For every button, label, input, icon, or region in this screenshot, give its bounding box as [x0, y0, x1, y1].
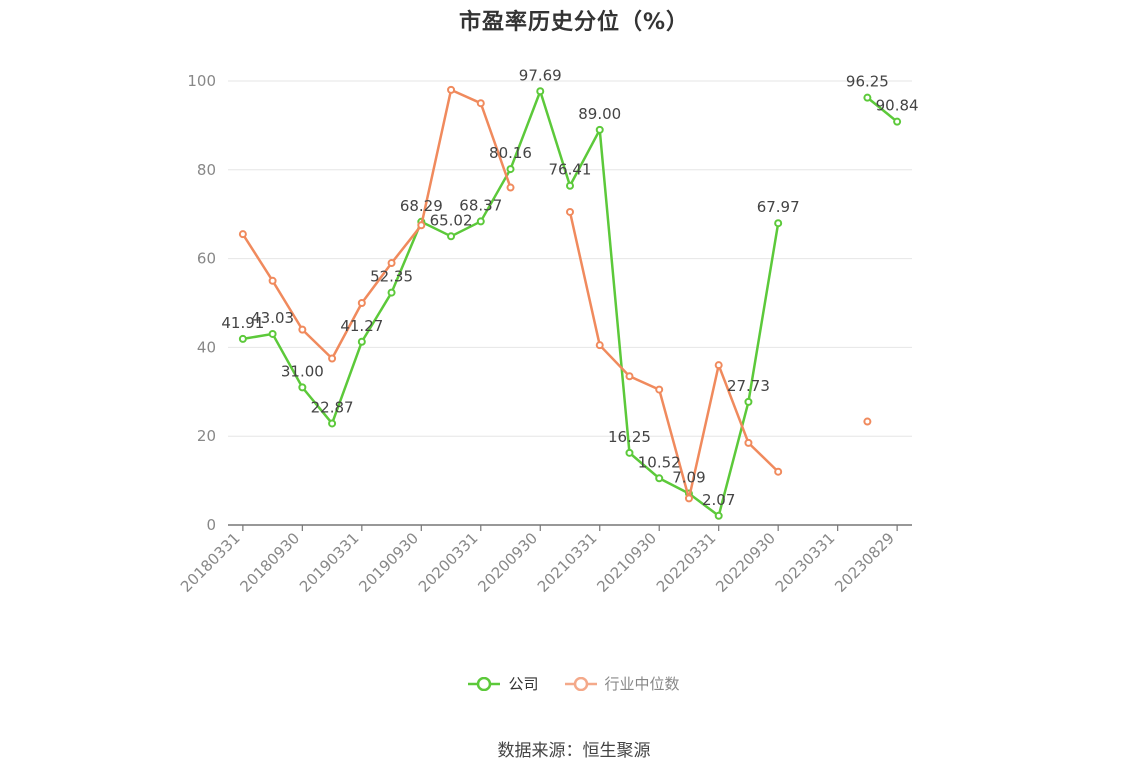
industry-point — [744, 438, 753, 447]
legend-company-icon — [468, 676, 501, 691]
industry-point — [714, 361, 723, 370]
company-data-label: 90.84 — [876, 97, 919, 115]
company-data-label: 97.69 — [519, 66, 562, 84]
y-tick-label: 40 — [197, 338, 216, 356]
x-tick-label: 20200930 — [474, 529, 541, 596]
company-point — [774, 219, 783, 228]
industry-point — [506, 183, 515, 192]
company-point — [893, 117, 902, 126]
company-point — [655, 474, 664, 483]
x-tick-label: 20190930 — [355, 529, 422, 596]
legend: 公司 行业中位数 — [0, 673, 1148, 694]
company-data-label: 22.87 — [311, 398, 354, 416]
industry-point — [417, 221, 426, 230]
company-data-label: 41.27 — [340, 317, 383, 335]
company-point — [387, 288, 396, 297]
industry-point — [625, 372, 634, 381]
industry-series-line — [241, 88, 512, 360]
company-point — [566, 181, 574, 190]
x-tick-label: 20230331 — [772, 529, 839, 596]
industry-point — [566, 207, 574, 216]
company-data-label: 10.52 — [638, 453, 681, 471]
x-tick-label: 20230829 — [831, 529, 898, 596]
industry-point — [655, 385, 664, 394]
company-point — [476, 217, 485, 226]
company-point — [447, 232, 456, 241]
industry-point — [476, 99, 485, 108]
industry-point — [684, 494, 693, 503]
company-data-label: 96.25 — [846, 73, 889, 91]
y-tick-label: 60 — [197, 250, 216, 268]
x-tick-label: 20180930 — [236, 529, 303, 596]
company-point — [357, 337, 366, 346]
legend-company-label: 公司 — [508, 675, 539, 693]
data-source: 数据来源：恒生聚源 — [497, 741, 651, 761]
company-data-label: 76.41 — [549, 161, 592, 179]
industry-point — [328, 354, 337, 363]
legend-industry-label: 行业中位数 — [604, 675, 680, 693]
company-data-label: 27.73 — [727, 377, 770, 395]
company-data-label: 68.29 — [400, 197, 443, 215]
company-data-label: 16.25 — [608, 428, 651, 446]
company-data-label: 89.00 — [578, 105, 621, 123]
company-data-label: 2.07 — [702, 491, 735, 509]
company-data-label: 67.97 — [757, 198, 800, 216]
company-series-line — [866, 96, 898, 123]
company-data-label: 65.02 — [430, 211, 473, 229]
company-data-label: 80.16 — [489, 144, 532, 162]
industry-point — [863, 417, 872, 426]
company-data-label: 41.91 — [221, 314, 264, 332]
company-point — [595, 125, 604, 134]
x-tick-label: 20210331 — [534, 529, 601, 596]
chart-title: 市盈率历史分位（%） — [458, 10, 690, 35]
legend-item-company[interactable]: 公司 — [468, 673, 539, 694]
company-data-label: 7.09 — [672, 469, 705, 487]
industry-point — [595, 341, 604, 350]
company-data-label: 52.35 — [370, 268, 413, 286]
industry-point — [238, 230, 247, 239]
company-point — [298, 383, 307, 392]
x-tick-label: 20220331 — [653, 529, 720, 596]
industry-point — [387, 259, 396, 268]
legend-industry-icon — [564, 676, 597, 691]
company-data-label: 31.00 — [281, 362, 324, 380]
company-point — [328, 419, 337, 428]
company-point — [863, 93, 872, 102]
legend-item-industry[interactable]: 行业中位数 — [564, 673, 680, 694]
x-tick-label: 20210930 — [593, 529, 660, 596]
y-tick-label: 0 — [206, 516, 216, 534]
industry-series-line — [568, 211, 780, 500]
x-tick-label: 20190331 — [296, 529, 363, 596]
company-data-label: 68.37 — [459, 196, 502, 214]
x-tick-label: 20180331 — [177, 529, 244, 596]
industry-point — [774, 467, 783, 476]
company-point — [536, 87, 545, 96]
y-tick-label: 80 — [197, 161, 216, 179]
company-point — [506, 165, 515, 174]
company-data-label: 43.03 — [251, 309, 294, 327]
company-point — [238, 334, 247, 343]
industry-point — [357, 299, 366, 307]
industry-point — [447, 85, 456, 94]
x-tick-label: 20220930 — [712, 529, 779, 596]
y-tick-label: 100 — [187, 72, 216, 90]
industry-point — [268, 276, 277, 285]
industry-point — [298, 325, 307, 334]
company-point — [744, 397, 753, 406]
y-tick-label: 20 — [197, 427, 216, 445]
x-tick-label: 20200331 — [415, 529, 482, 596]
company-point — [714, 511, 723, 520]
company-point — [625, 448, 634, 457]
company-point — [268, 329, 277, 338]
